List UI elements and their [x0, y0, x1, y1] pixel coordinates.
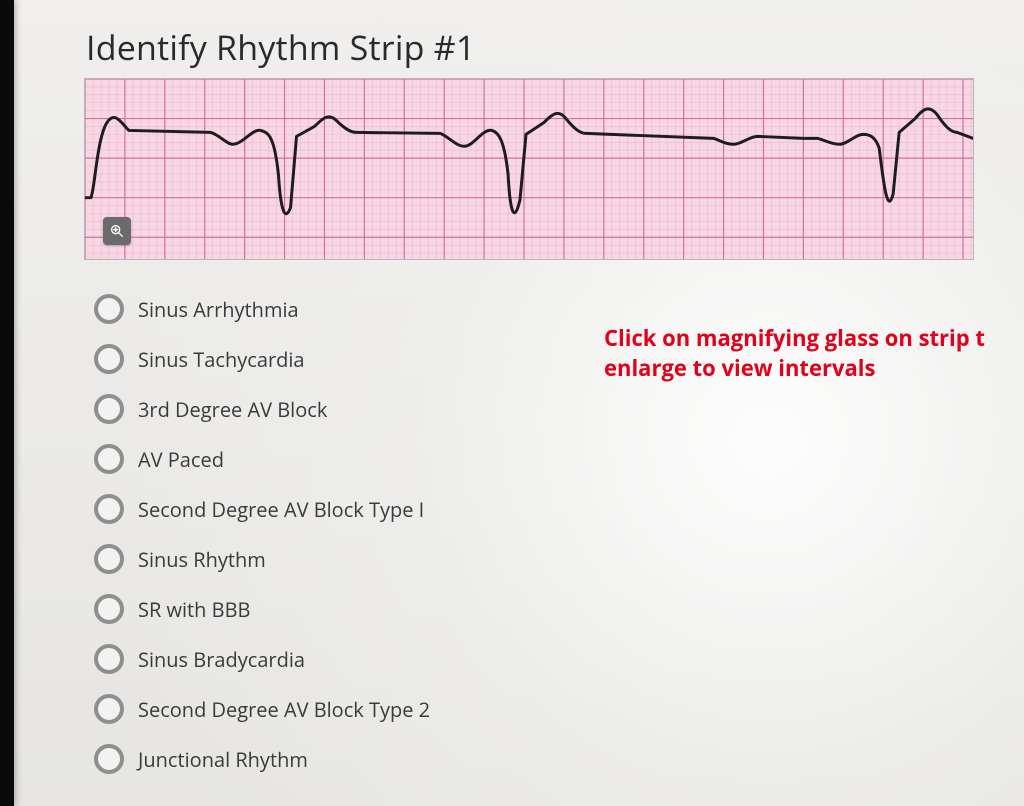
- answer-option[interactable]: Second Degree AV Block Type 2: [94, 684, 524, 734]
- answer-option[interactable]: Sinus Rhythm: [94, 534, 524, 584]
- answer-option[interactable]: AV Paced: [94, 434, 524, 484]
- answer-option[interactable]: Junctional Rhythm: [94, 734, 524, 784]
- answer-option-label: SR with BBB: [138, 596, 250, 623]
- radio-button[interactable]: [94, 694, 124, 724]
- question-title: Identify Rhythm Strip #1: [86, 24, 1024, 70]
- answer-option-label: AV Paced: [138, 446, 224, 473]
- radio-button[interactable]: [94, 644, 124, 674]
- quiz-page: Identify Rhythm Strip #1 Sinus Arrhythmi…: [0, 0, 1024, 806]
- answer-option-label: Sinus Tachycardia: [138, 346, 305, 373]
- answer-option[interactable]: Sinus Arrhythmia: [94, 284, 524, 334]
- radio-button[interactable]: [94, 444, 124, 474]
- hint-line-2: enlarge to view intervals: [604, 354, 1024, 384]
- answer-option[interactable]: Sinus Tachycardia: [94, 334, 524, 384]
- radio-button[interactable]: [94, 294, 124, 324]
- hint-text: Click on magnifying glass on strip t enl…: [604, 324, 1024, 383]
- answer-option[interactable]: Sinus Bradycardia: [94, 634, 524, 684]
- magnify-icon: [109, 223, 125, 239]
- left-dark-edge: [0, 0, 14, 806]
- answer-option-label: Sinus Rhythm: [138, 546, 266, 573]
- radio-button[interactable]: [94, 494, 124, 524]
- radio-button[interactable]: [94, 394, 124, 424]
- radio-button[interactable]: [94, 344, 124, 374]
- answer-option[interactable]: 3rd Degree AV Block: [94, 384, 524, 434]
- radio-button[interactable]: [94, 544, 124, 574]
- answer-option-label: 3rd Degree AV Block: [138, 396, 327, 423]
- radio-button[interactable]: [94, 594, 124, 624]
- zoom-button[interactable]: [103, 217, 131, 245]
- answer-option-label: Second Degree AV Block Type I: [138, 496, 424, 523]
- answer-option-label: Second Degree AV Block Type 2: [138, 696, 430, 723]
- radio-button[interactable]: [94, 744, 124, 774]
- content-row: Sinus Arrhythmia Sinus Tachycardia 3rd Deg…: [84, 284, 1024, 784]
- answer-option[interactable]: Second Degree AV Block Type I: [94, 484, 524, 534]
- answer-option-label: Sinus Arrhythmia: [138, 296, 299, 323]
- ecg-strip-frame: [84, 78, 974, 260]
- ecg-strip-svg: [85, 79, 973, 259]
- answer-option[interactable]: SR with BBB: [94, 584, 524, 634]
- answer-option-label: Sinus Bradycardia: [138, 646, 305, 673]
- answer-options: Sinus Arrhythmia Sinus Tachycardia 3rd Deg…: [84, 284, 524, 784]
- answer-option-label: Junctional Rhythm: [138, 746, 308, 773]
- hint-line-1: Click on magnifying glass on strip t: [604, 324, 1024, 354]
